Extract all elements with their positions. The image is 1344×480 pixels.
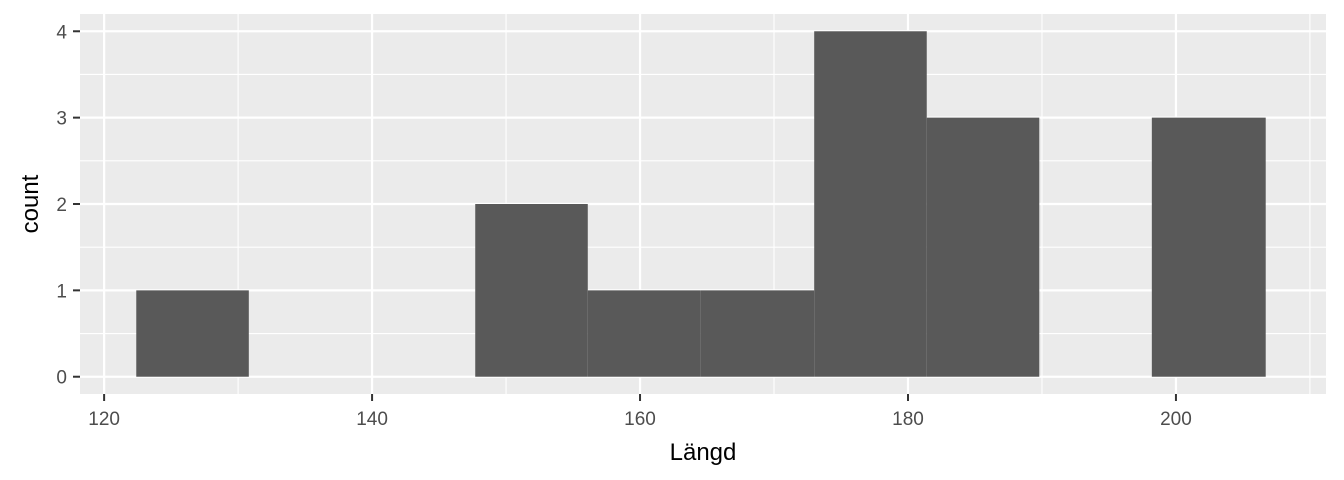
histogram-bar [136, 290, 249, 377]
histogram-bar [814, 31, 927, 377]
y-axis-title: count [17, 174, 44, 233]
histogram-bar [475, 204, 588, 377]
x-axis: 120 140 160 180 200 [88, 394, 1192, 430]
x-tick-label: 160 [624, 409, 656, 430]
x-tick-label: 180 [892, 409, 924, 430]
y-tick-label: 1 [56, 281, 67, 302]
histogram-bar [926, 117, 1040, 377]
x-tick-label: 200 [1160, 409, 1192, 430]
y-tick-label: 4 [56, 22, 67, 43]
histogram-bars [136, 31, 1266, 377]
y-tick-label: 2 [56, 195, 67, 216]
y-tick-label: 0 [56, 368, 67, 389]
x-tick-label: 140 [356, 409, 388, 430]
x-axis-title: Längd [670, 439, 737, 466]
histogram-bar [700, 290, 815, 377]
x-tick-label: 120 [88, 409, 120, 430]
y-tick-label: 3 [56, 109, 67, 130]
histogram-bar [587, 290, 701, 377]
y-axis: 0 1 2 3 4 [56, 22, 80, 389]
histogram-bar [1151, 117, 1266, 377]
